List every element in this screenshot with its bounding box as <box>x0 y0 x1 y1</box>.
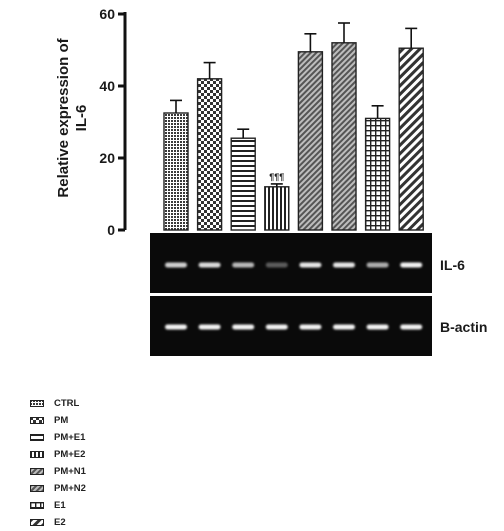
legend-label: PM+N1 <box>54 466 86 477</box>
significance-marker: ¶¶¶ <box>269 172 284 182</box>
blot-b-actin-label: B-actin <box>440 319 487 335</box>
y-axis-label-line-1: Relative expression of <box>55 37 72 197</box>
legend-swatch <box>30 400 44 407</box>
blot-il-6-band <box>299 262 322 268</box>
blot-il-6-band <box>265 262 288 268</box>
blot-il-6-band <box>198 262 221 268</box>
legend-swatch-fill <box>30 434 44 441</box>
blot-il-6-band <box>165 262 187 268</box>
legend-item: E2 <box>30 514 86 531</box>
legend-item: PM+E2 <box>30 446 86 463</box>
blot-b-actin-band <box>198 324 221 330</box>
bar-pm-n2 <box>331 42 357 231</box>
legend-swatch <box>30 434 44 441</box>
bar-pm-e2 <box>264 186 290 231</box>
bar-e2 <box>398 47 424 231</box>
blot-b-actin-band <box>333 324 355 330</box>
legend-swatch-fill <box>30 519 44 526</box>
legend-swatch <box>30 451 44 458</box>
bar-pm <box>196 78 223 231</box>
legend-label: PM+N2 <box>54 483 86 494</box>
legend-item: E1 <box>30 497 86 514</box>
blot-il-6-band <box>400 262 423 268</box>
blot-b-actin-band <box>366 324 389 330</box>
legend-label: PM+E1 <box>54 432 86 443</box>
y-tick-label: 0 <box>107 222 115 238</box>
plot-area: 0 20 40 60 ¶¶¶ <box>99 6 424 238</box>
legend-item: CTRL <box>30 395 86 412</box>
legend-item: PM+N2 <box>30 480 86 497</box>
legend-label: E1 <box>54 500 66 511</box>
bar-pm-n1 <box>297 51 324 231</box>
legend: CTRL PM PM+E1 PM+E2 PM+N1 PM+N2 E1 E2 <box>30 395 86 531</box>
blot-b-actin-band <box>165 324 187 330</box>
legend-swatch <box>30 502 44 509</box>
bar-e1 <box>364 117 391 231</box>
legend-swatch <box>30 485 44 492</box>
blot-il-6-band <box>232 262 255 268</box>
y-tick-label: 60 <box>99 6 115 22</box>
blot-il-6-panel <box>150 233 432 293</box>
blot-b-actin-band <box>232 324 255 330</box>
y-tick-label: 40 <box>99 78 115 94</box>
bar-pm-e1 <box>230 137 256 231</box>
legend-swatch <box>30 468 44 475</box>
legend-label: PM+E2 <box>54 449 86 460</box>
blot-b-actin-panel <box>150 296 432 356</box>
western-blots: IL-6 B-actin <box>150 233 487 356</box>
legend-item: PM+N1 <box>30 463 86 480</box>
y-tick-label: 20 <box>99 150 115 166</box>
blot-b-actin-band <box>265 324 288 330</box>
blot-b-actin-band <box>400 324 423 330</box>
legend-swatch-fill <box>30 485 44 492</box>
legend-item: PM+E1 <box>30 429 86 446</box>
bar-ctrl <box>163 112 189 231</box>
legend-swatch <box>30 417 44 424</box>
legend-swatch-fill <box>30 502 44 509</box>
legend-item: PM <box>30 412 86 429</box>
legend-swatch <box>30 519 44 526</box>
y-axis-label-line-2: IL-6 <box>73 105 90 132</box>
legend-swatch-fill <box>30 451 44 458</box>
legend-swatch-fill <box>30 468 44 475</box>
blot-il-6-band <box>366 262 389 268</box>
blot-b-actin-band <box>299 324 322 330</box>
legend-swatch-fill <box>30 417 44 424</box>
blot-il-6-band <box>333 262 355 268</box>
legend-swatch-fill <box>30 400 44 407</box>
legend-label: E2 <box>54 517 66 528</box>
legend-label: CTRL <box>54 398 80 409</box>
blot-il-6-label: IL-6 <box>440 257 465 273</box>
legend-label: PM <box>54 415 69 426</box>
